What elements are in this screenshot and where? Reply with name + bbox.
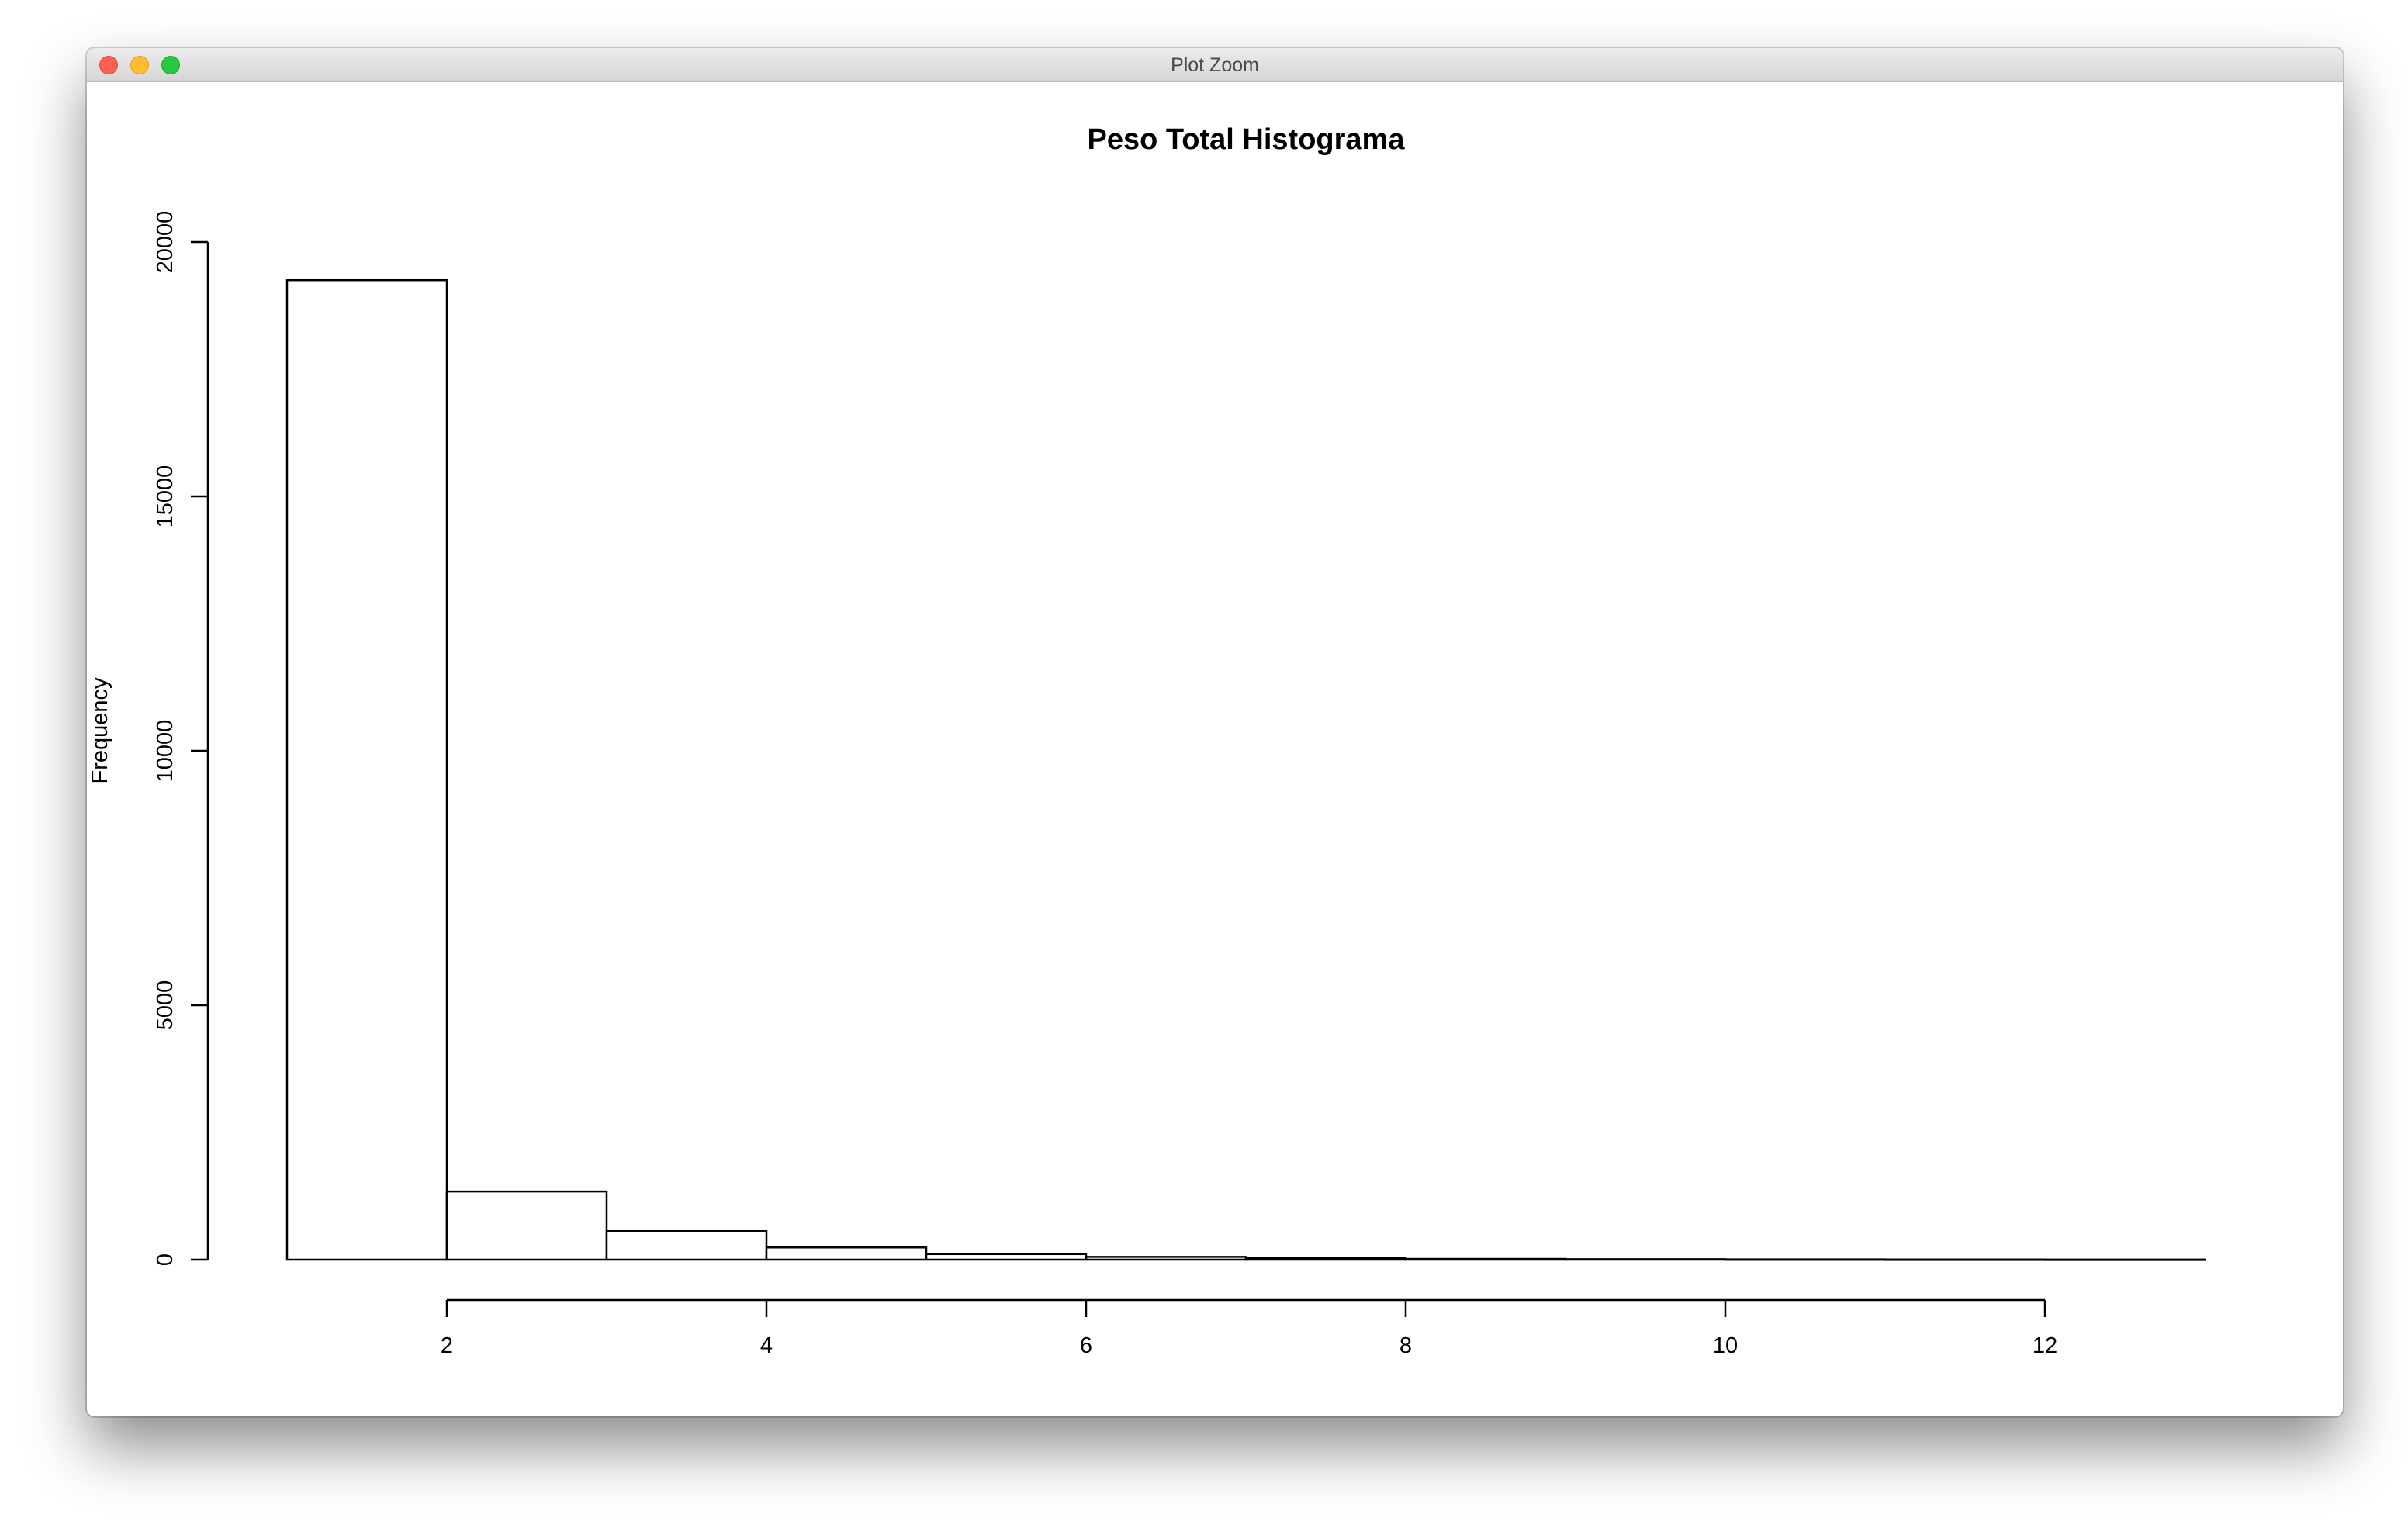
y-axis-label: Frequency xyxy=(88,677,112,784)
y-tick-label: 0 xyxy=(153,1253,178,1266)
histogram-bar xyxy=(1085,1256,1247,1261)
chart-title: Peso Total Histograma xyxy=(1088,123,1406,156)
minimize-icon[interactable] xyxy=(130,56,149,74)
x-tick-label: 2 xyxy=(441,1333,453,1358)
histogram-chart: Peso Total Histograma Frequency 05000100… xyxy=(88,123,2206,1358)
y-tick-label: 20000 xyxy=(153,211,178,274)
histogram-bar xyxy=(605,1230,768,1261)
y-tick-label: 10000 xyxy=(153,720,178,783)
plot-area: Peso Total Histograma Frequency 0 5000 100… xyxy=(87,82,2343,1416)
histogram-bar xyxy=(285,278,448,1261)
window-titlebar[interactable]: Plot Zoom xyxy=(87,48,2343,82)
x-tick-label: 4 xyxy=(760,1333,773,1358)
histogram-bar xyxy=(1404,1257,1567,1261)
histogram-bar xyxy=(765,1246,928,1261)
close-icon[interactable] xyxy=(99,56,118,74)
bars-layer xyxy=(285,278,2206,1261)
plot-zoom-window: Plot Zoom Peso Total Histograma Frequenc… xyxy=(87,48,2343,1416)
x-tick-label: 6 xyxy=(1080,1333,1092,1358)
histogram-bar xyxy=(1564,1258,1727,1261)
x-tick-label: 10 xyxy=(1713,1333,1738,1358)
y-tick-label: 15000 xyxy=(153,465,178,528)
histogram-bar xyxy=(925,1253,1088,1261)
x-tick-label: 12 xyxy=(2033,1333,2057,1358)
x-tick-label: 8 xyxy=(1399,1333,1412,1358)
y-axis: 0 5000 10000 15000 20000 xyxy=(153,211,209,1266)
histogram-bar xyxy=(445,1190,608,1261)
histogram-bar xyxy=(1244,1257,1407,1261)
y-tick-label: 5000 xyxy=(153,980,178,1031)
window-title: Plot Zoom xyxy=(1171,54,1259,76)
x-axis: 2 4 6 8 10 12 xyxy=(441,1298,2057,1358)
maximize-icon[interactable] xyxy=(161,56,180,74)
